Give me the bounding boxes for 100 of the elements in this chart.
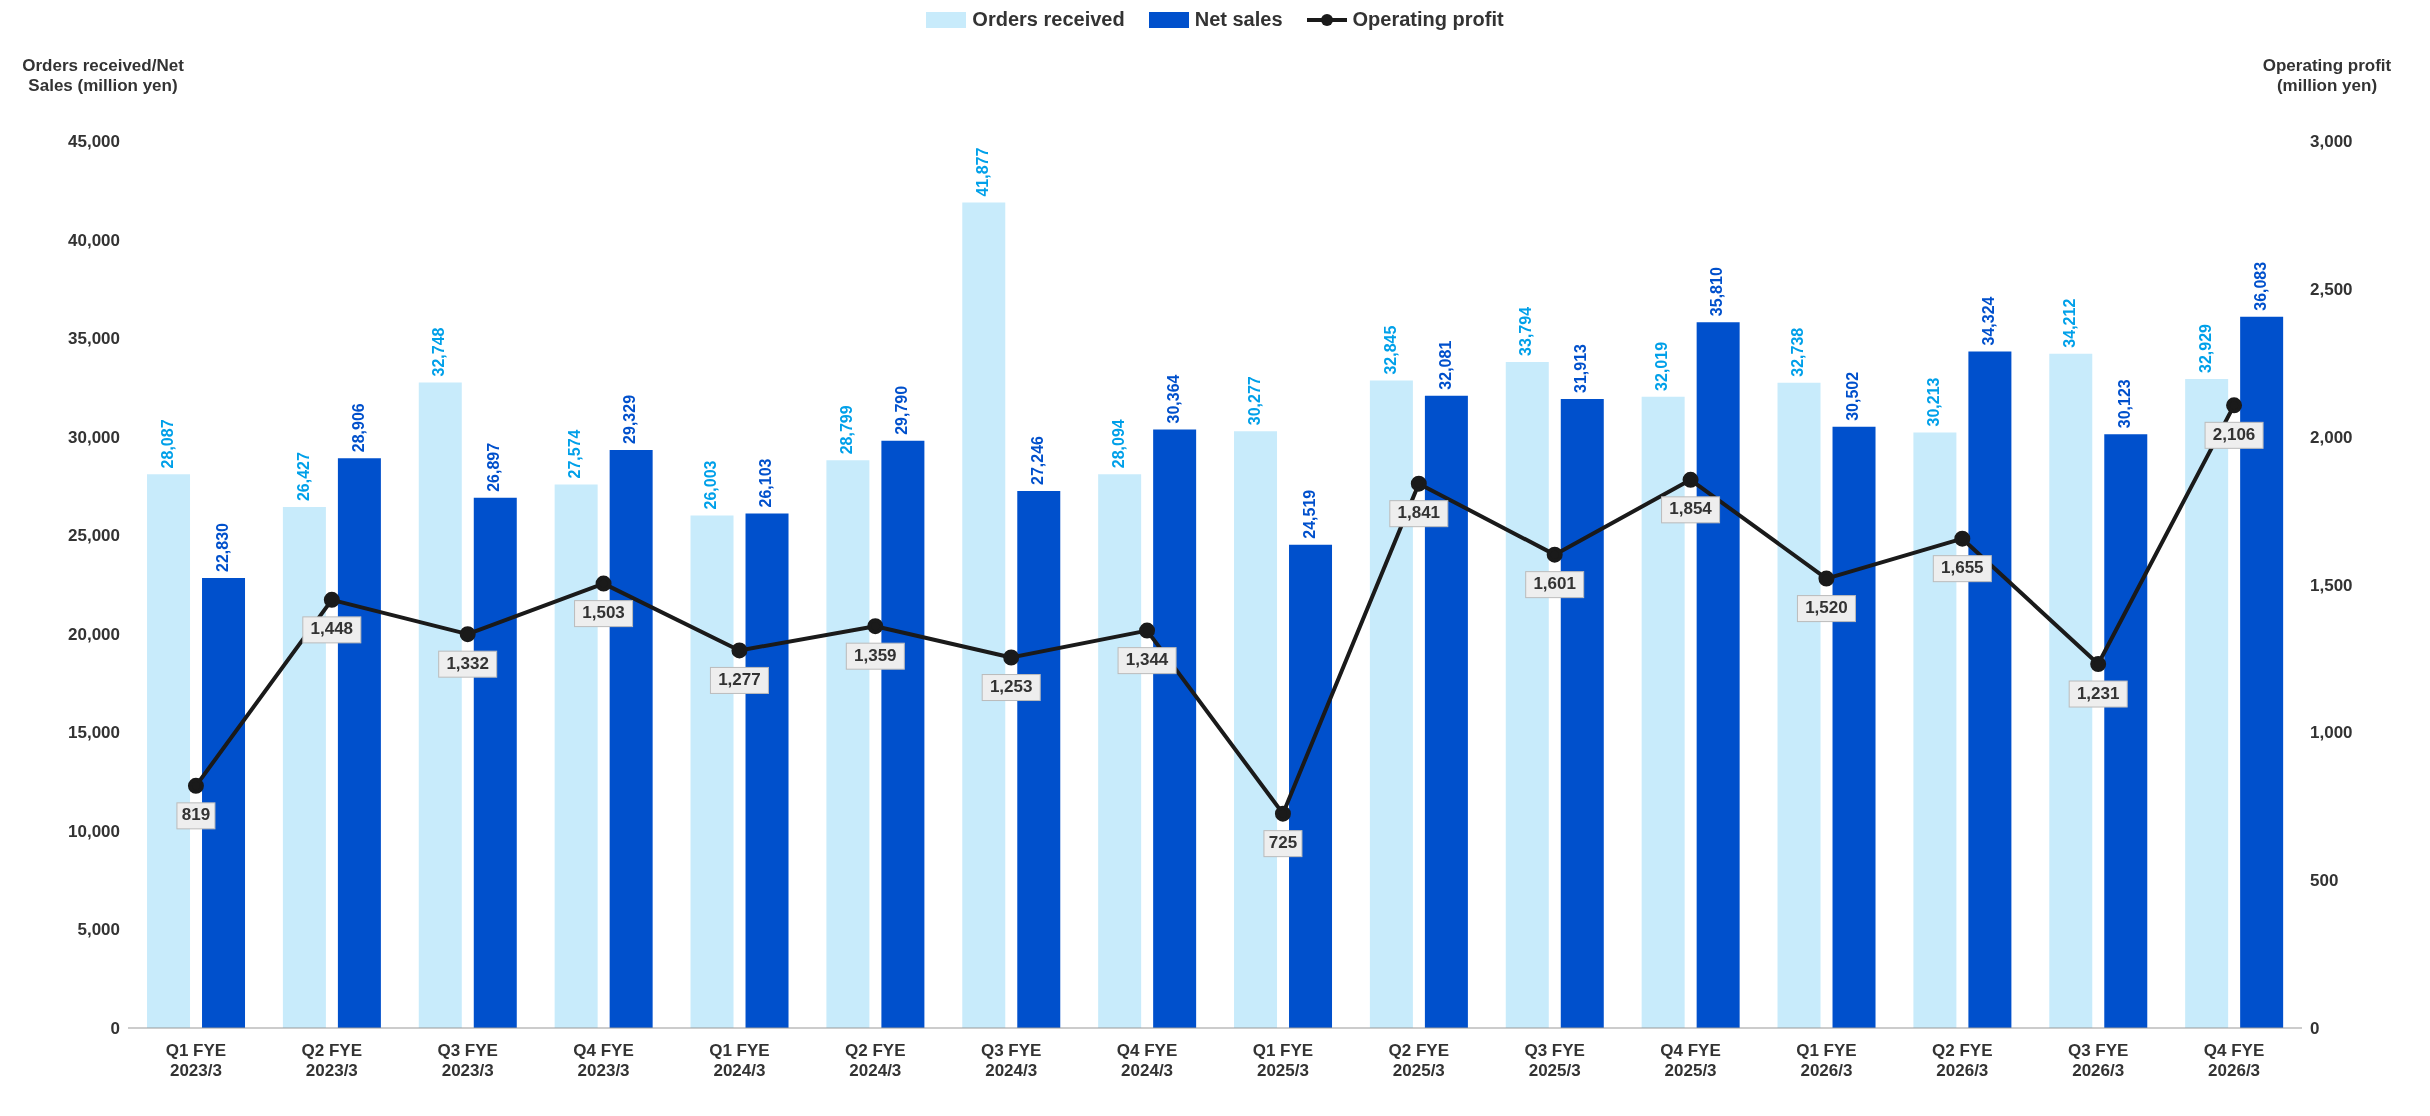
x-tick-label: Q4 FYE 2023/3 [573,1041,634,1080]
y2-tick-label: 2,500 [2310,279,2353,299]
y-tick-label: 30,000 [68,427,120,447]
data-label: 1,503 [582,603,625,623]
x-tick-label: Q2 FYE 2023/3 [301,1041,363,1080]
data-label: 819 [181,805,211,825]
point [1274,805,1291,822]
x-tick-label: Q4 FYE 2025/3 [1660,1041,1721,1080]
y-tick-label: 5,000 [77,920,120,940]
point [2226,397,2243,414]
data-label: 1,332 [446,653,489,673]
data-label: 32,748 [430,327,448,377]
y2-tick-label: 1,500 [2310,575,2353,595]
legend-label: Net sales [1194,8,1283,31]
data-label: 1,601 [1533,574,1576,594]
y-tick-label: 45,000 [68,132,120,152]
point [595,575,612,592]
data-label: 26,897 [485,442,503,492]
x-tick-label: Q4 FYE 2024/3 [1116,1041,1178,1080]
y2-tick-label: 0 [2310,1019,2320,1039]
x-tick-label: Q2 FYE 2026/3 [1932,1041,1993,1080]
point [1818,570,1835,587]
point [1003,649,1020,666]
data-label: 1,655 [1941,558,1984,578]
x-tick-label: Q3 FYE 2025/3 [1524,1041,1585,1080]
data-label: 32,845 [1381,325,1399,375]
point [1410,475,1427,492]
data-label: 30,123 [2115,379,2134,429]
data-label: 33,794 [1517,306,1535,356]
y-tick-label: 20,000 [68,624,120,644]
data-label: 31,913 [1572,343,1590,393]
point [2090,656,2107,673]
y-tick-label: 15,000 [68,723,120,743]
data-label: 30,502 [1844,371,1862,421]
data-label: 1,448 [310,619,354,639]
data-label: 1,277 [718,669,761,689]
data-label: 34,324 [1980,296,1998,346]
data-label: 22,830 [213,522,231,572]
point [731,642,748,659]
data-label: 32,019 [1653,341,1671,391]
y2-tick-label: 500 [2310,871,2339,891]
y2-axis-title: Operating profit (million yen) [2261,56,2393,96]
data-label: 1,841 [1397,503,1441,523]
data-label: 1,520 [1805,598,1848,618]
legend-label: Orders received [972,8,1125,31]
data-label: 1,344 [1125,650,1169,670]
x-tick-label: Q3 FYE 2026/3 [2067,1041,2129,1080]
data-label: 29,790 [893,385,911,435]
data-label: 30,213 [1925,377,1943,427]
data-label: 1,253 [989,677,1033,697]
x-tick-label: Q1 FYE 2026/3 [1796,1041,1857,1080]
data-label: 27,574 [566,429,584,479]
x-tick-label: Q2 FYE 2025/3 [1388,1041,1450,1080]
point [323,591,340,608]
legend-label: Operating profit [1352,8,1504,31]
data-label: 2,106 [2212,424,2256,444]
y-tick-label: 35,000 [68,329,120,349]
point [867,618,884,635]
data-label: 28,906 [349,403,367,453]
y-tick-label: 10,000 [68,821,120,841]
y-tick-label: 25,000 [68,526,120,546]
data-label: 30,364 [1164,374,1182,424]
x-tick-label: Q1 FYE 2025/3 [1252,1041,1314,1080]
y-axis-title: Orders received/Net Sales (million yen) [21,56,185,96]
x-tick-label: Q2 FYE 2024/3 [845,1041,906,1080]
x-tick-label: Q3 FYE 2024/3 [980,1041,1042,1080]
x-tick-label: Q4 FYE 2026/3 [2203,1041,2265,1080]
y2-tick-label: 3,000 [2310,132,2353,152]
point [1682,471,1699,488]
data-label: 1,359 [854,645,897,665]
data-label: 36,083 [2251,261,2269,311]
point [1139,622,1156,639]
x-tick-label: Q1 FYE 2024/3 [709,1041,770,1080]
y2-tick-label: 1,000 [2310,723,2353,743]
data-label: 30,277 [1245,376,1263,426]
data-label: 28,799 [838,405,856,455]
data-label: 35,810 [1708,267,1726,317]
data-label: 34,212 [2060,298,2079,348]
y-tick-label: 40,000 [68,230,120,250]
data-label: 32,081 [1436,340,1454,390]
point [459,626,476,643]
data-label: 41,877 [973,147,992,197]
data-label: 28,087 [158,419,176,469]
data-label: 1,231 [2076,683,2120,703]
data-label: 32,929 [2196,323,2214,373]
data-label: 28,094 [1109,419,1127,469]
data-label: 725 [1268,833,1298,853]
x-tick-label: Q3 FYE 2023/3 [437,1041,498,1080]
point [1546,546,1563,563]
point [187,777,204,794]
data-label: 27,246 [1028,435,1047,485]
data-label: 26,003 [702,460,720,510]
data-label: 26,103 [757,458,775,508]
data-label: 29,329 [621,394,639,444]
x-tick-label: Q1 FYE 2023/3 [165,1041,227,1080]
data-label: 24,519 [1300,489,1318,539]
data-label: 32,738 [1789,327,1807,377]
data-label: 26,427 [294,452,312,502]
data-label: 1,854 [1669,499,1713,519]
point [1954,530,1971,547]
